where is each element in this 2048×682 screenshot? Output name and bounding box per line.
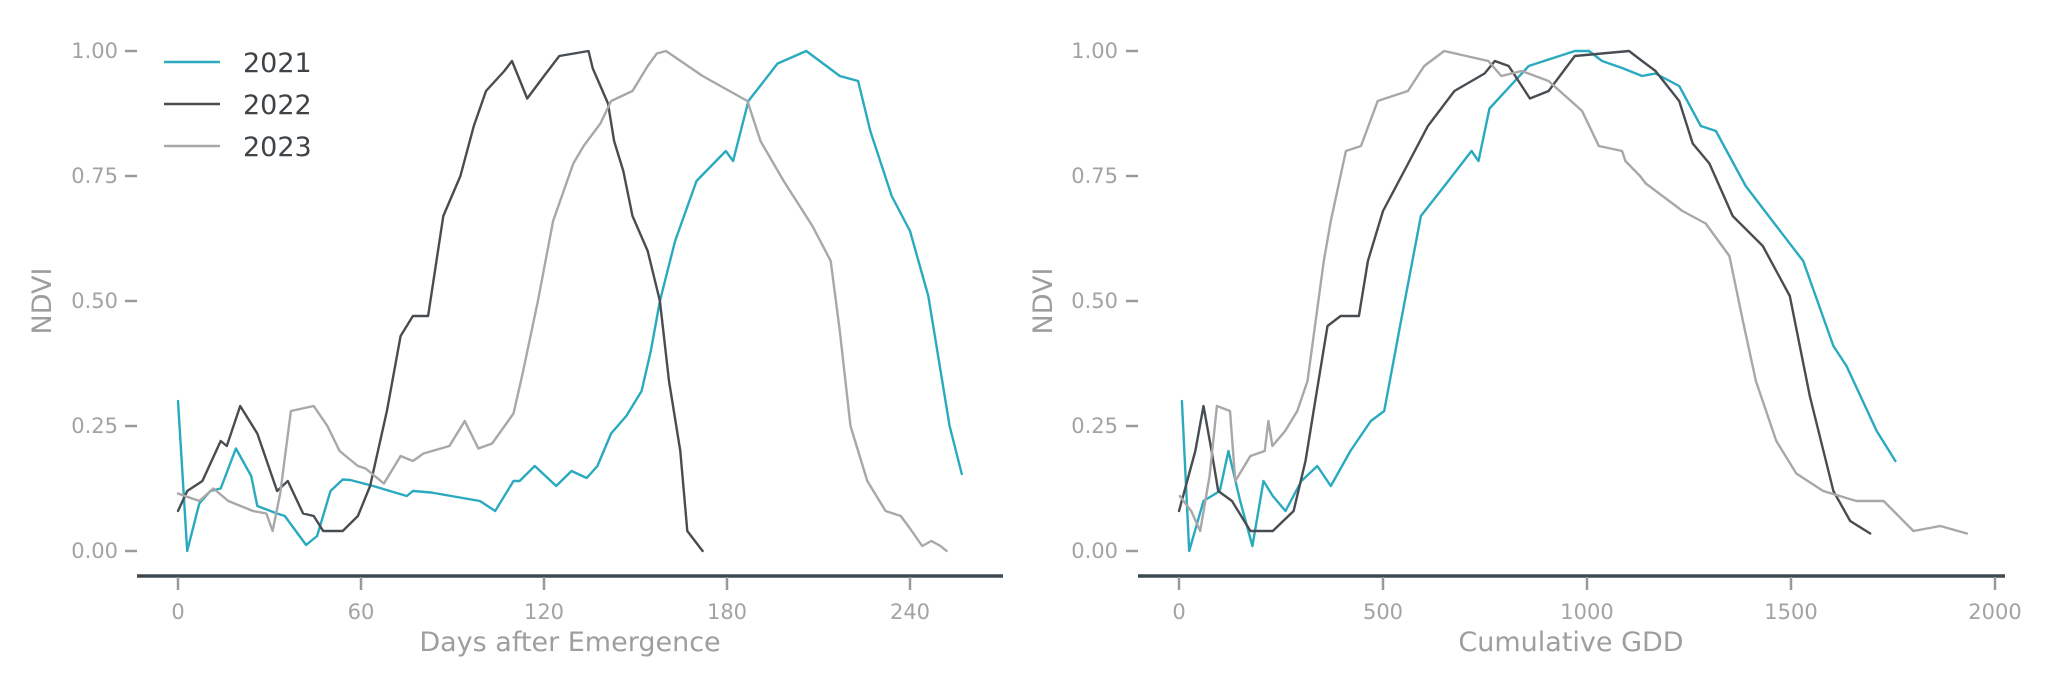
- x-tick-label: 1000: [1560, 600, 1613, 624]
- panel-days-after-emergence: 1.00 0.75 0.50 0.25 0.00 NDVI 0 60 120 1…: [27, 39, 1003, 658]
- legend: 2021 2022 2023: [164, 48, 312, 163]
- y-tick-label: 0.00: [71, 539, 118, 563]
- series-2022-line: [176, 49, 704, 553]
- x-tick-label: 240: [890, 600, 930, 624]
- x-axis-title: Days after Emergence: [419, 627, 720, 658]
- x-tick-label: 180: [707, 600, 747, 624]
- y-tick-label: 0.25: [1071, 414, 1118, 438]
- left-x-axis: 0 60 120 180 240 Days after Emergence: [137, 574, 1003, 658]
- legend-label-2021: 2021: [243, 48, 312, 79]
- series-2021-line: [1180, 49, 1897, 553]
- x-tick-label: 500: [1363, 600, 1403, 624]
- y-axis-title: NDVI: [1028, 268, 1059, 335]
- series-2022-line: [1177, 49, 1872, 535]
- right-x-axis: 0 500 1000 1500 2000 Cumulative GDD: [1138, 574, 2022, 658]
- legend-label-2022: 2022: [243, 90, 312, 121]
- y-tick-label: 0.50: [1071, 289, 1118, 313]
- legend-label-2023: 2023: [243, 132, 312, 163]
- y-tick-label: 0.50: [71, 289, 118, 313]
- y-tick-label: 0.25: [71, 414, 118, 438]
- y-tick-label: 1.00: [1071, 39, 1118, 63]
- series-2023-line: [1178, 49, 1969, 535]
- x-tick-label: 60: [348, 600, 375, 624]
- panel-cumulative-gdd: 1.00 0.75 0.50 0.25 0.00 NDVI 0 500 1000…: [1028, 39, 2022, 658]
- right-y-axis: 1.00 0.75 0.50 0.25 0.00 NDVI: [1028, 39, 1138, 563]
- x-tick-label: 1500: [1764, 600, 1817, 624]
- x-axis-title: Cumulative GDD: [1458, 627, 1683, 658]
- y-tick-label: 0.00: [1071, 539, 1118, 563]
- y-tick-label: 0.75: [71, 164, 118, 188]
- y-tick-label: 1.00: [71, 39, 118, 63]
- y-axis-title: NDVI: [27, 268, 58, 335]
- y-tick-label: 0.75: [1071, 164, 1118, 188]
- x-tick-label: 120: [524, 600, 564, 624]
- x-tick-label: 2000: [1968, 600, 2021, 624]
- x-tick-label: 0: [1172, 600, 1185, 624]
- left-series-group: [176, 49, 963, 553]
- series-2021-line: [176, 49, 963, 553]
- series-2023-line: [176, 49, 948, 553]
- right-series-group: [1177, 49, 1969, 553]
- left-y-axis: 1.00 0.75 0.50 0.25 0.00 NDVI: [27, 39, 137, 563]
- x-tick-label: 0: [171, 600, 184, 624]
